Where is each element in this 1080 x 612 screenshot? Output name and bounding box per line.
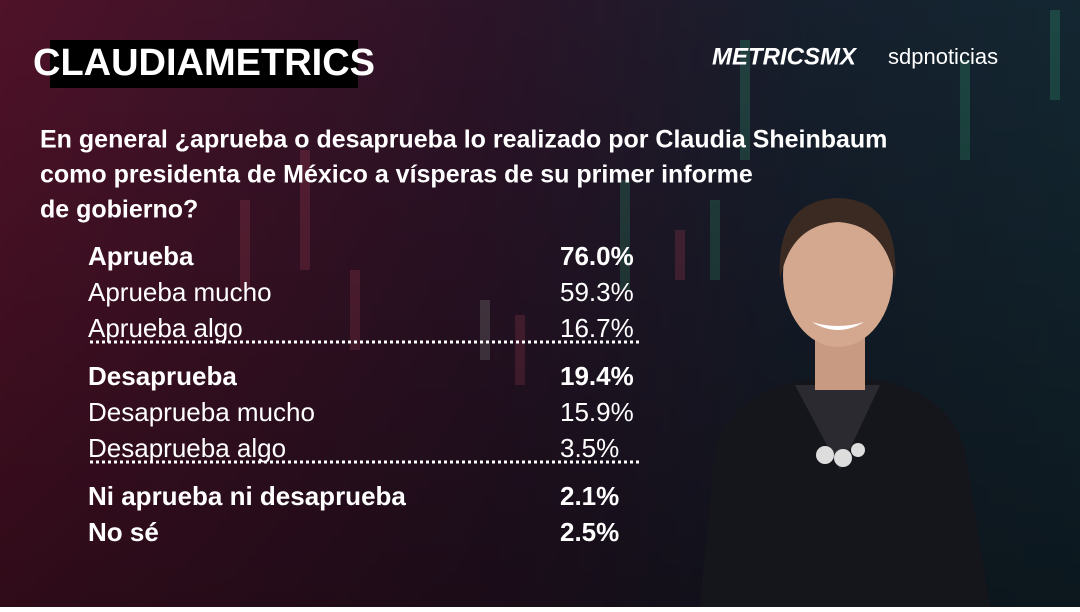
row-label: Aprueba mucho	[88, 277, 272, 307]
row-label: Desaprueba mucho	[88, 397, 315, 427]
row-value: 2.1%	[560, 481, 619, 511]
badge-box	[50, 40, 358, 88]
row-value: 19.4%	[560, 361, 634, 391]
row-value: 15.9%	[560, 397, 634, 427]
row-label: Aprueba	[88, 241, 194, 271]
question-line: En general ¿aprueba o desaprueba lo real…	[40, 126, 887, 154]
publisher: sdpnoticias	[888, 44, 998, 69]
question-line: como presidenta de México a vísperas de …	[40, 161, 753, 189]
row-value: 2.5%	[560, 517, 619, 547]
row-value: 59.3%	[560, 277, 634, 307]
row-label: Desaprueba	[88, 361, 237, 391]
badge: CLAUDIAMETRICS	[33, 42, 375, 84]
row-value: 76.0%	[560, 241, 634, 271]
row-label: Aprueba algo	[88, 313, 243, 343]
row-label: Ni aprueba ni desaprueba	[88, 481, 406, 511]
row-value: 16.7%	[560, 313, 634, 343]
logo: METRICSMX	[712, 43, 858, 70]
row-label: No sé	[88, 517, 159, 547]
question-line: de gobierno?	[40, 196, 198, 224]
row-label: Desaprueba algo	[88, 433, 286, 463]
portrait	[700, 198, 990, 607]
row-value: 3.5%	[560, 433, 619, 463]
